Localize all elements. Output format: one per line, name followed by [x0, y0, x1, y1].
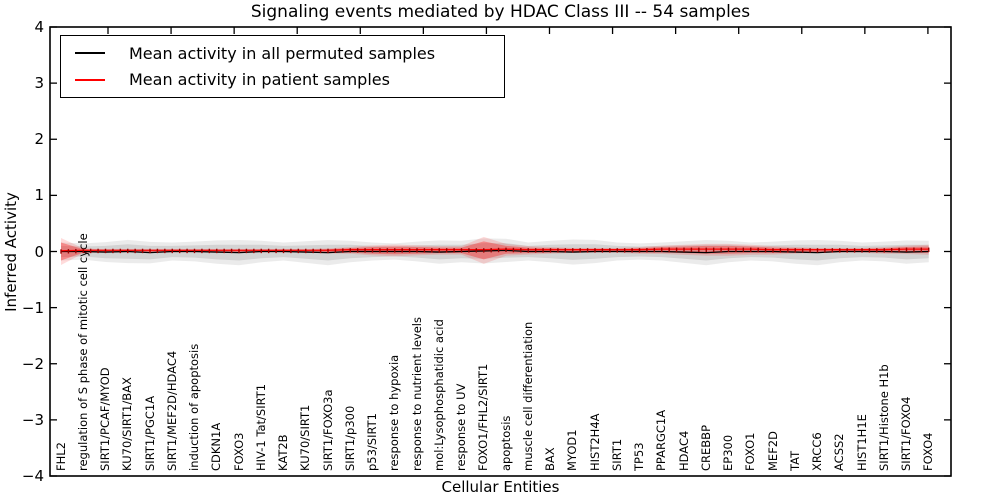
x-tick-label: SIRT1/p300	[342, 405, 357, 471]
x-tick-label: response to nutrient levels	[409, 317, 424, 471]
x-tick-label: TAT	[787, 450, 802, 471]
chart-title: Signaling events mediated by HDAC Class …	[250, 2, 751, 22]
x-tick-label: mol:Lysophosphatidic acid	[431, 319, 446, 471]
x-tick-label: BAX	[543, 447, 557, 471]
x-tick-label: FOXO1/FHL2/SIRT1	[476, 363, 491, 471]
permuted-mean-line	[61, 249, 929, 254]
patient-band-inner	[61, 241, 929, 261]
x-tick-label: KU70/SIRT1	[298, 404, 313, 471]
x-tick-label: SIRT1/PCAF/MYOD	[98, 367, 112, 471]
x-tick-label: HIST2H4A	[587, 413, 602, 471]
x-tick-label: SIRT1/FOXO4	[899, 396, 913, 471]
x-tick-label: SIRT1/PGC1A	[142, 395, 157, 471]
permuted-band-inner	[61, 243, 929, 261]
x-tick-label: muscle cell differentiation	[520, 321, 535, 471]
y-tick-label: 3	[34, 74, 44, 93]
permuted-line-swatch	[75, 52, 105, 55]
x-tick-label: MYOD1	[565, 429, 580, 471]
legend-item-permuted: Mean activity in all permuted samples	[75, 44, 494, 63]
x-tick-label: TP53	[632, 442, 646, 471]
x-tick-label: HIST1H1E	[854, 414, 869, 471]
x-tick-label: KU70/SIRT1/BAX	[120, 377, 135, 471]
legend-item-patient: Mean activity in patient samples	[75, 70, 494, 89]
patient-line-swatch	[75, 78, 105, 81]
x-tick-label: FOXO4	[921, 432, 936, 471]
x-tick-label: PPARGC1A	[654, 409, 669, 471]
x-tick-label: MEF2D	[765, 431, 780, 471]
x-tick-label: ACSS2	[832, 433, 847, 471]
x-tick-label: SIRT1/MEF2D/HDAC4	[164, 350, 179, 471]
x-tick-label: FOXO1	[743, 432, 758, 471]
legend: Mean activity in all permuted samples Me…	[60, 35, 505, 98]
x-tick-label: XRCC6	[810, 432, 824, 471]
y-tick-label: −3	[21, 410, 44, 429]
x-tick-label: response to hypoxia	[387, 354, 402, 471]
x-tick-label: apoptosis	[498, 415, 513, 471]
permuted-band-outer	[61, 238, 929, 266]
patient-band-outer	[61, 236, 929, 265]
x-tick-label: SIRT1	[609, 438, 624, 471]
y-tick-label: −1	[21, 298, 44, 317]
legend-label-patient: Mean activity in patient samples	[129, 70, 390, 90]
x-tick-label: SIRT1/Histone H1b	[876, 364, 891, 471]
x-tick-label: HIV-1 Tat/SIRT1	[253, 383, 268, 471]
x-axis-label: Cellular Entities	[441, 478, 560, 496]
x-tick-label: SIRT1/FOXO3a	[320, 389, 335, 471]
legend-label-permuted: Mean activity in all permuted samples	[129, 43, 436, 63]
y-tick-label: 1	[34, 186, 44, 205]
x-tick-label: EP300	[721, 434, 735, 471]
x-tick-label: regulation of S phase of mitotic cell cy…	[75, 233, 90, 471]
x-tick-label: response to UV	[454, 383, 468, 471]
y-tick-label: 4	[34, 18, 44, 36]
x-tick-label: HDAC4	[676, 430, 691, 471]
y-tick-label: 2	[34, 130, 44, 149]
y-tick-label: −2	[21, 354, 44, 373]
x-tick-label: CREBBP	[698, 425, 713, 471]
x-tick-label: induction of apoptosis	[187, 343, 201, 471]
patient-mean-line	[60, 248, 929, 252]
x-tick-label: KAT2B	[276, 434, 290, 471]
x-tick-label: FHL2	[53, 442, 68, 471]
x-tick-label: FOXO3	[231, 432, 246, 471]
y-tick-label: 0	[34, 242, 44, 261]
x-tick-label: CDKN1A	[209, 422, 224, 471]
y-tick-label: −4	[21, 467, 44, 485]
x-tick-label: p53/SIRT1	[365, 413, 379, 471]
